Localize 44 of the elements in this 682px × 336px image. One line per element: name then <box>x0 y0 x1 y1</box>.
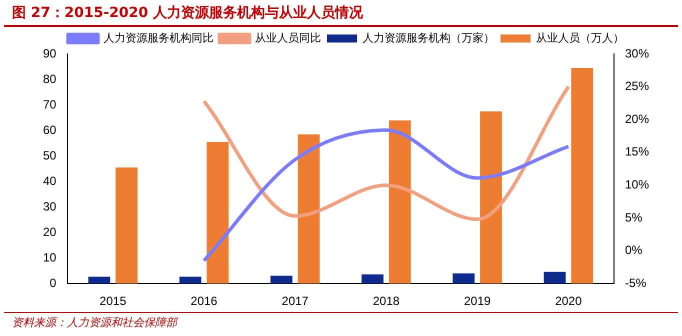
legend-label: 人力资源服务机构同比 <box>104 31 214 44</box>
bar <box>571 68 594 284</box>
y-tick-label: 60 <box>42 122 57 137</box>
y-tick-label: 0 <box>50 276 57 290</box>
x-tick-label: 2016 <box>190 294 218 308</box>
y-tick-label: 80 <box>42 72 57 86</box>
legend-label: 从业人员（万人） <box>536 31 624 44</box>
y2-tick-label: 0% <box>624 243 643 258</box>
y-tick-label: 10 <box>42 250 57 264</box>
bar <box>452 273 475 284</box>
bar <box>270 276 292 284</box>
y2-tick-label: 20% <box>624 112 650 126</box>
y2-tick-label: 10% <box>624 178 650 192</box>
y-tick-label: 40 <box>42 174 57 188</box>
bar <box>179 276 202 284</box>
x-tick-label: 2019 <box>464 294 491 308</box>
bar <box>544 272 566 284</box>
bar <box>88 276 110 284</box>
bar <box>388 120 411 284</box>
bar <box>116 168 138 284</box>
x-tick-label: 2015 <box>100 294 127 308</box>
y-tick-label: 30 <box>42 199 57 214</box>
chart-title: 图 27：2015-2020 人力资源服务机构与从业人员情况 <box>4 0 678 27</box>
y-tick-label: 70 <box>42 97 57 112</box>
y-tick-label: 90 <box>42 46 57 60</box>
y2-tick-label: 5% <box>624 210 643 224</box>
x-tick-label: 2017 <box>282 294 309 308</box>
bar <box>480 111 502 284</box>
y2-tick-label: 25% <box>624 79 650 94</box>
text: 资料来源：人力资源和社会保障部 <box>4 312 678 332</box>
legend-label: 从业人员同比 <box>255 31 321 44</box>
x-tick-label: 2020 <box>555 294 582 308</box>
y-tick-label: 50 <box>42 148 57 162</box>
y2-tick-label: 15% <box>624 144 650 159</box>
bar <box>298 134 320 284</box>
y-tick-label: 20 <box>42 224 57 239</box>
y2-tick-label: 30% <box>624 46 650 60</box>
line-series <box>202 85 570 222</box>
bar <box>362 274 384 284</box>
y2-tick-label: -5% <box>624 276 647 290</box>
bar <box>206 142 229 284</box>
legend-label: 人力资源服务机构（万家） <box>362 31 494 44</box>
x-tick-label: 2018 <box>372 294 400 308</box>
line-series <box>202 128 570 262</box>
